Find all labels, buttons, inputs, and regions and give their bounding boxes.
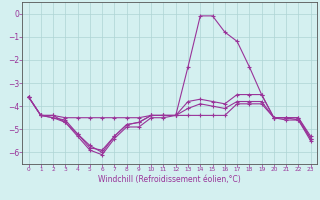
X-axis label: Windchill (Refroidissement éolien,°C): Windchill (Refroidissement éolien,°C) <box>98 175 241 184</box>
